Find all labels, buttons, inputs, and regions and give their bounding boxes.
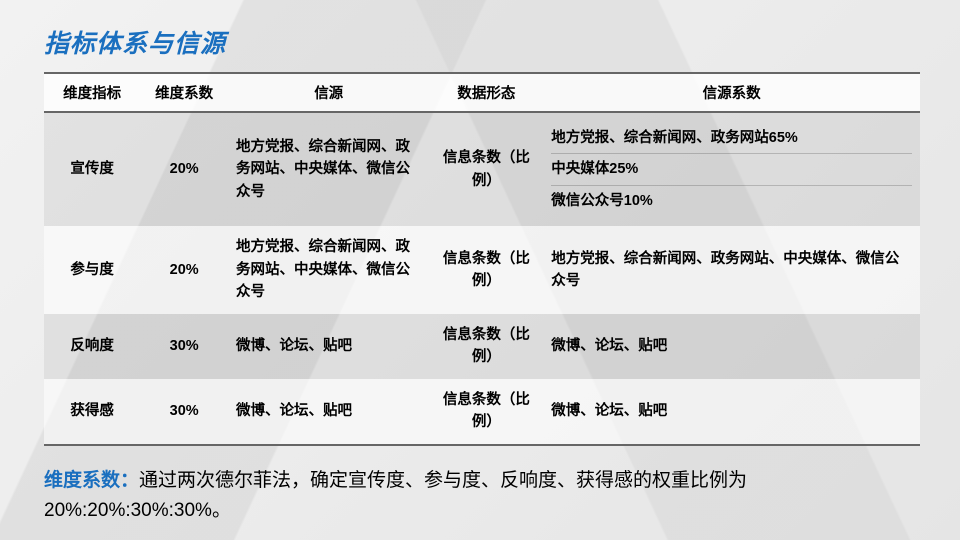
table-header-row: 维度指标 维度系数 信源 数据形态 信源系数 <box>44 73 920 112</box>
cell-source-coef: 地方党报、综合新闻网、政务网站、中央媒体、微信公众号 <box>543 226 920 313</box>
cell-metric: 宣传度 <box>44 112 140 226</box>
cell-source-coef: 微博、论坛、贴吧 <box>543 379 920 445</box>
table-row: 宣传度20%地方党报、综合新闻网、政务网站、中央媒体、微信公众号信息条数（比例）… <box>44 112 920 226</box>
footnote-text: 通过两次德尔菲法，确定宣传度、参与度、反响度、获得感的权重比例为20%:20%:… <box>44 470 747 521</box>
cell-metric: 参与度 <box>44 226 140 313</box>
table-row: 获得感30%微博、论坛、贴吧信息条数（比例）微博、论坛、贴吧 <box>44 379 920 445</box>
cell-source: 微博、论坛、贴吧 <box>228 314 429 379</box>
table-row: 反响度30%微博、论坛、贴吧信息条数（比例）微博、论坛、贴吧 <box>44 314 920 379</box>
cell-metric: 反响度 <box>44 314 140 379</box>
cell-source-coef: 地方党报、综合新闻网、政务网站65%中央媒体25%微信公众号10% <box>543 112 920 226</box>
cell-coef: 20% <box>140 112 228 226</box>
cell-form: 信息条数（比例） <box>429 314 543 379</box>
cell-coef: 30% <box>140 379 228 445</box>
col-source: 信源 <box>228 73 429 112</box>
cell-source: 地方党报、综合新闻网、政务网站、中央媒体、微信公众号 <box>228 226 429 313</box>
source-coef-item: 微信公众号10% <box>551 186 912 216</box>
cell-metric: 获得感 <box>44 379 140 445</box>
cell-coef: 30% <box>140 314 228 379</box>
indicator-table: 维度指标 维度系数 信源 数据形态 信源系数 宣传度20%地方党报、综合新闻网、… <box>44 72 920 446</box>
col-source-coef: 信源系数 <box>543 73 920 112</box>
cell-form: 信息条数（比例） <box>429 379 543 445</box>
table-row: 参与度20%地方党报、综合新闻网、政务网站、中央媒体、微信公众号信息条数（比例）… <box>44 226 920 313</box>
source-coef-item: 地方党报、综合新闻网、政务网站65% <box>551 123 912 154</box>
col-coef: 维度系数 <box>140 73 228 112</box>
cell-source: 微博、论坛、贴吧 <box>228 379 429 445</box>
col-metric: 维度指标 <box>44 73 140 112</box>
source-coef-item: 中央媒体25% <box>551 154 912 185</box>
page-title: 指标体系与信源 <box>44 24 920 60</box>
cell-source: 地方党报、综合新闻网、政务网站、中央媒体、微信公众号 <box>228 112 429 226</box>
cell-coef: 20% <box>140 226 228 313</box>
cell-form: 信息条数（比例） <box>429 226 543 313</box>
footnote-label: 维度系数： <box>44 470 139 491</box>
cell-source-coef: 微博、论坛、贴吧 <box>543 314 920 379</box>
cell-form: 信息条数（比例） <box>429 112 543 226</box>
col-form: 数据形态 <box>429 73 543 112</box>
footnote: 维度系数：通过两次德尔菲法，确定宣传度、参与度、反响度、获得感的权重比例为20%… <box>44 462 920 527</box>
